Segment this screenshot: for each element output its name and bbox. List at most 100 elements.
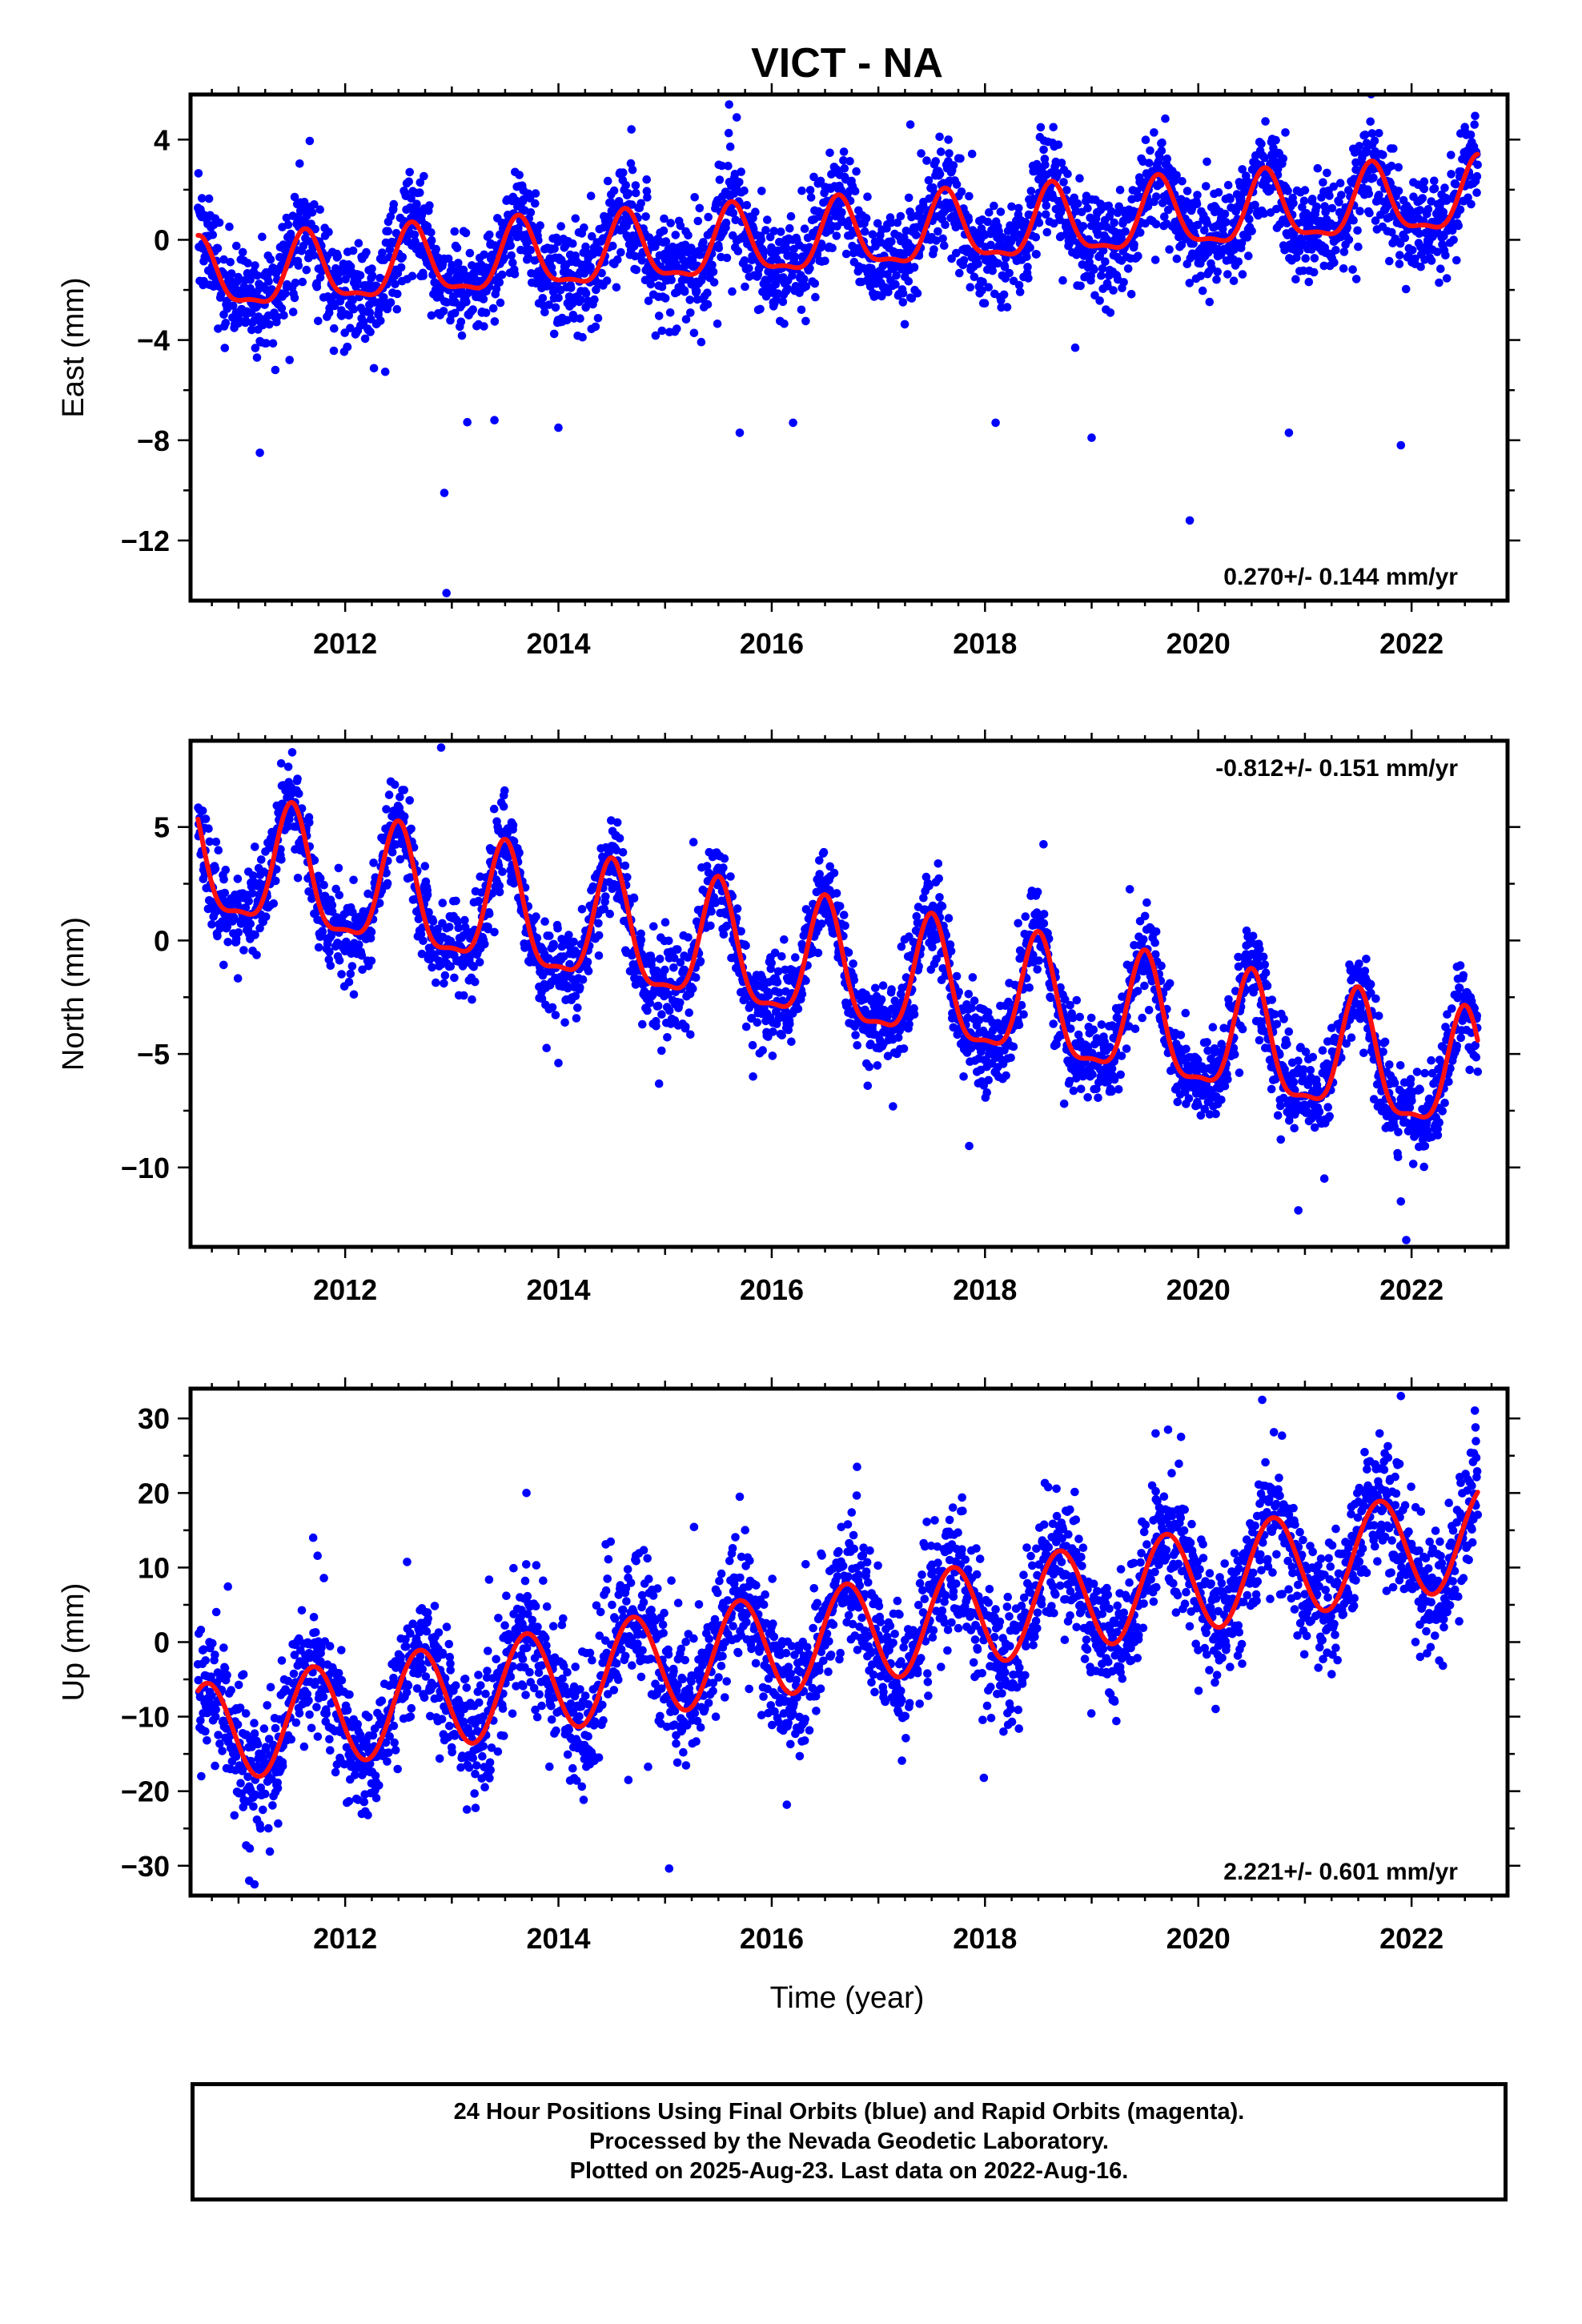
data-point (344, 311, 354, 320)
data-point (474, 896, 484, 906)
data-point (661, 918, 670, 927)
data-point (560, 1018, 569, 1027)
data-point (935, 169, 945, 179)
data-point (1408, 246, 1417, 255)
data-point (932, 236, 941, 245)
data-point (1394, 187, 1403, 195)
data-point (955, 268, 964, 278)
data-point (294, 261, 303, 270)
data-point (407, 194, 416, 203)
outlier-point (490, 416, 499, 424)
data-point (307, 208, 317, 217)
data-point (1280, 246, 1289, 255)
data-point (878, 981, 888, 990)
data-point (717, 161, 726, 171)
data-point (673, 324, 681, 333)
data-point (1024, 274, 1033, 283)
data-point (944, 914, 954, 923)
data-point (782, 243, 791, 253)
data-point (573, 1003, 582, 1012)
data-point (785, 223, 794, 233)
data-point (767, 959, 776, 967)
data-point (850, 187, 860, 195)
data-point (531, 199, 540, 208)
data-point (219, 255, 228, 264)
data-point (1014, 203, 1023, 213)
data-point (612, 846, 621, 854)
data-point (676, 998, 685, 1007)
data-point (588, 231, 596, 241)
data-point (645, 999, 654, 1007)
data-point (549, 329, 559, 339)
data-point (507, 251, 516, 260)
data-point (760, 247, 769, 256)
data-point (1331, 246, 1340, 255)
data-point (1243, 233, 1252, 242)
data-point (713, 320, 722, 328)
data-point (904, 277, 913, 286)
data-point (427, 228, 436, 237)
data-point (636, 929, 645, 939)
data-point (832, 889, 841, 898)
data-point (671, 231, 681, 239)
data-point (1053, 169, 1062, 178)
data-point (198, 806, 207, 815)
data-point (346, 324, 355, 333)
data-point (1310, 254, 1319, 263)
data-point (1193, 220, 1203, 230)
data-point (1354, 242, 1363, 251)
data-point (984, 1076, 993, 1085)
data-point (1132, 187, 1142, 196)
data-point (233, 875, 243, 883)
data-point (704, 212, 713, 222)
data-point (233, 974, 243, 983)
data-point (1219, 224, 1227, 234)
data-point (1289, 199, 1298, 208)
data-point (810, 279, 820, 288)
data-point (215, 218, 224, 227)
data-point (934, 859, 943, 868)
east-y-axis-label: East (mm) (57, 277, 90, 417)
data-point (318, 927, 327, 936)
east-x-axis (211, 83, 1493, 612)
data-point (707, 907, 716, 916)
data-point (457, 331, 467, 340)
data-point (770, 948, 780, 958)
data-point (709, 267, 718, 276)
data-point (911, 231, 921, 239)
data-point (849, 975, 859, 984)
data-point (623, 873, 632, 882)
data-point (295, 789, 303, 798)
data-point (384, 790, 394, 799)
data-point (1152, 192, 1161, 201)
data-point (769, 227, 779, 235)
data-point (412, 199, 421, 208)
data-point (1200, 226, 1209, 235)
data-point (576, 314, 584, 324)
data-point (291, 278, 300, 287)
data-point (780, 935, 789, 944)
data-point (387, 847, 397, 857)
data-point (1370, 136, 1379, 146)
data-point (828, 243, 837, 253)
data-point (655, 955, 665, 963)
data-point (935, 893, 944, 902)
data-point (416, 930, 426, 939)
data-point (898, 288, 908, 298)
data-point (673, 945, 682, 954)
data-point (612, 818, 622, 827)
data-point (1313, 163, 1323, 173)
data-point (1452, 255, 1461, 265)
data-point (207, 920, 216, 929)
data-point (686, 1030, 695, 1039)
data-point (737, 167, 745, 176)
data-point (312, 283, 322, 292)
data-point (386, 212, 396, 221)
data-point (475, 958, 484, 967)
data-point (553, 923, 562, 933)
data-point (221, 866, 231, 875)
data-point (1161, 114, 1170, 123)
data-point (790, 252, 800, 262)
data-point (1042, 201, 1051, 210)
data-point (959, 255, 969, 265)
